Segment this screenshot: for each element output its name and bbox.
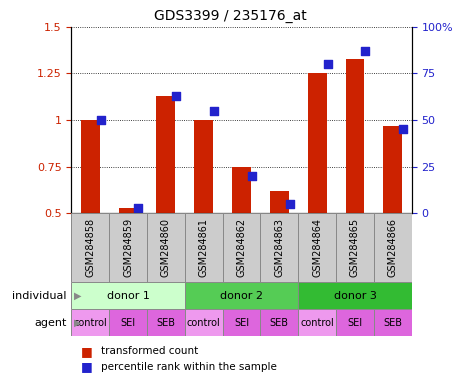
Bar	[81, 120, 100, 213]
Bar	[307, 73, 326, 213]
Text: GSM284861: GSM284861	[198, 218, 208, 277]
Bar	[373, 309, 411, 336]
Text: donor 1: donor 1	[106, 291, 149, 301]
Text: control: control	[300, 318, 333, 328]
Bar	[345, 58, 364, 213]
Bar	[118, 207, 137, 213]
Bar	[71, 213, 109, 282]
Text: SEI: SEI	[347, 318, 362, 328]
Text: ▶: ▶	[73, 318, 81, 328]
Point	[97, 117, 104, 123]
Bar	[71, 282, 185, 309]
Text: individual: individual	[12, 291, 67, 301]
Text: GSM284864: GSM284864	[312, 218, 321, 277]
Point	[134, 204, 142, 210]
Text: agent: agent	[34, 318, 67, 328]
Text: control: control	[73, 318, 107, 328]
Text: control: control	[186, 318, 220, 328]
Bar	[109, 309, 146, 336]
Bar	[336, 213, 373, 282]
Text: SEB: SEB	[156, 318, 175, 328]
Point	[398, 126, 406, 132]
Bar	[260, 309, 297, 336]
Text: GSM284859: GSM284859	[123, 218, 133, 277]
Bar	[269, 191, 288, 213]
Text: ■: ■	[80, 360, 92, 373]
Bar	[194, 120, 213, 213]
Point	[285, 201, 293, 207]
Text: GSM284863: GSM284863	[274, 218, 284, 277]
Text: ▶: ▶	[73, 291, 81, 301]
Text: percentile rank within the sample: percentile rank within the sample	[101, 362, 276, 372]
Bar	[373, 213, 411, 282]
Text: GSM284865: GSM284865	[349, 218, 359, 277]
Bar	[109, 213, 146, 282]
Point	[210, 108, 217, 114]
Bar	[222, 309, 260, 336]
Bar	[185, 213, 222, 282]
Bar	[231, 167, 251, 213]
Bar	[146, 213, 185, 282]
Text: SEB: SEB	[382, 318, 402, 328]
Text: GDS3399 / 235176_at: GDS3399 / 235176_at	[153, 9, 306, 23]
Text: SEI: SEI	[120, 318, 135, 328]
Bar	[156, 96, 175, 213]
Point	[248, 173, 255, 179]
Bar	[297, 309, 336, 336]
Bar	[222, 213, 260, 282]
Text: ■: ■	[80, 345, 92, 358]
Text: donor 2: donor 2	[219, 291, 263, 301]
Bar	[336, 309, 373, 336]
Bar	[185, 282, 297, 309]
Bar	[382, 126, 401, 213]
Bar	[146, 309, 185, 336]
Text: SEB: SEB	[269, 318, 288, 328]
Text: GSM284866: GSM284866	[387, 218, 397, 277]
Text: SEI: SEI	[234, 318, 248, 328]
Bar	[260, 213, 297, 282]
Point	[172, 93, 179, 99]
Text: GSM284860: GSM284860	[161, 218, 170, 277]
Text: transformed count: transformed count	[101, 346, 198, 356]
Bar	[297, 213, 336, 282]
Bar	[71, 309, 109, 336]
Text: donor 3: donor 3	[333, 291, 375, 301]
Bar	[297, 282, 411, 309]
Point	[323, 61, 330, 67]
Bar	[185, 309, 222, 336]
Text: GSM284862: GSM284862	[236, 218, 246, 277]
Point	[361, 48, 368, 54]
Text: GSM284858: GSM284858	[85, 218, 95, 277]
